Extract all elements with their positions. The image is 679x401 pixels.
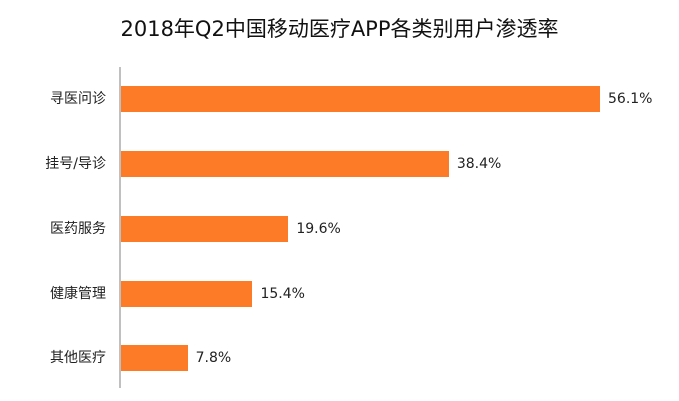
category-label: 寻医问诊 [50,91,106,107]
bar [121,345,188,371]
category-label: 医药服务 [50,221,106,237]
category-axis-line [119,67,121,388]
bar-row: 挂号/导诊 38.4% [0,151,679,177]
value-label: 56.1% [608,91,653,107]
value-label: 38.4% [456,156,502,172]
bar [121,281,253,307]
value-label: 19.6% [296,221,341,237]
value-label: 15.4% [260,286,305,302]
category-label: 其他医疗 [50,350,106,366]
bar-row: 健康管理 15.4% [0,281,679,307]
category-label: 挂号/导诊 [45,156,106,172]
chart-title: 2018年Q2中国移动医疗APP各类别用户渗透率 [120,17,559,41]
bar-row: 寻医问诊 56.1% [0,86,679,112]
bar-row: 医药服务 19.6% [0,216,679,242]
bar-row: 其他医疗 7.8% [0,345,679,371]
category-label: 健康管理 [50,286,106,302]
bar [121,86,600,112]
bar [121,151,449,177]
value-label: 7.8% [195,350,232,366]
bar [121,216,289,242]
